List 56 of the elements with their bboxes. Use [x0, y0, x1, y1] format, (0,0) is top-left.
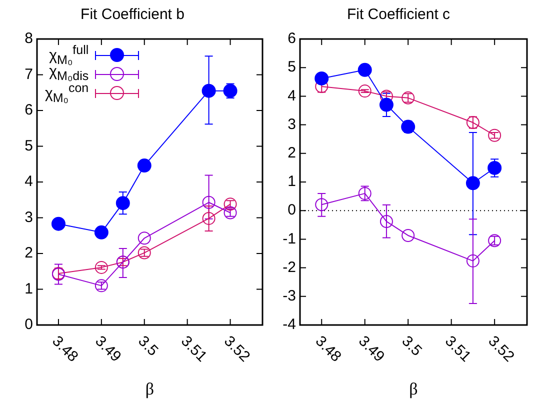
y-tick-label: -4	[282, 316, 296, 334]
x-tick-label: 3.5	[398, 332, 426, 360]
point	[224, 198, 237, 211]
y-tick-label: 5	[288, 58, 296, 76]
x-tick-label: 3.5	[134, 332, 162, 360]
point	[138, 246, 151, 260]
point	[138, 232, 151, 245]
y-tick-label: 0	[288, 202, 296, 219]
point	[466, 254, 480, 268]
point	[466, 176, 480, 190]
point	[358, 84, 372, 98]
x-tick-label: 3.48	[48, 332, 82, 366]
point	[315, 198, 328, 212]
point	[202, 212, 216, 225]
point	[51, 216, 66, 231]
y-tick-label: 8	[24, 30, 33, 48]
y-tick-label: -1	[282, 230, 296, 248]
y-tick-label: 2	[288, 144, 296, 162]
y-tick-label: 4	[288, 87, 296, 104]
y-tick-label: 4	[24, 173, 33, 190]
point	[358, 186, 372, 200]
point	[94, 225, 108, 240]
point	[379, 98, 394, 112]
y-tick-label: 3	[24, 208, 33, 226]
y-tick-label: 3	[288, 116, 296, 133]
point	[94, 279, 108, 292]
y-tick-label: 0	[24, 316, 33, 334]
point	[94, 260, 108, 274]
x-tick-label: 3.49	[92, 332, 124, 366]
point	[488, 160, 502, 175]
point	[223, 84, 238, 98]
x-tick-label: 3.48	[312, 332, 345, 366]
y-tick-label: -2	[282, 258, 296, 276]
point	[380, 214, 393, 228]
point	[402, 228, 415, 242]
point	[358, 62, 372, 77]
y-tick-label: -3	[282, 288, 296, 305]
x-axis-title: β	[409, 379, 418, 398]
point	[137, 158, 152, 173]
chart-title: Fit Coefficient c	[346, 6, 451, 24]
point	[314, 71, 329, 86]
y-tick-label: 7	[24, 66, 33, 83]
y-tick-label: 6	[24, 102, 33, 119]
y-tick-label: 6	[288, 30, 296, 48]
point	[202, 84, 216, 98]
x-tick-label: 3.49	[355, 332, 388, 366]
chart-title: Fit Coefficient b	[80, 6, 184, 24]
point	[202, 196, 216, 209]
point	[116, 196, 130, 210]
y-tick-label: 1	[24, 280, 33, 298]
point	[401, 120, 416, 134]
y-tick-label: 2	[24, 244, 33, 262]
point	[224, 206, 237, 220]
x-axis-title: β	[145, 379, 154, 398]
y-tick-label: 5	[24, 137, 33, 154]
y-tick-label: 1	[288, 173, 296, 190]
